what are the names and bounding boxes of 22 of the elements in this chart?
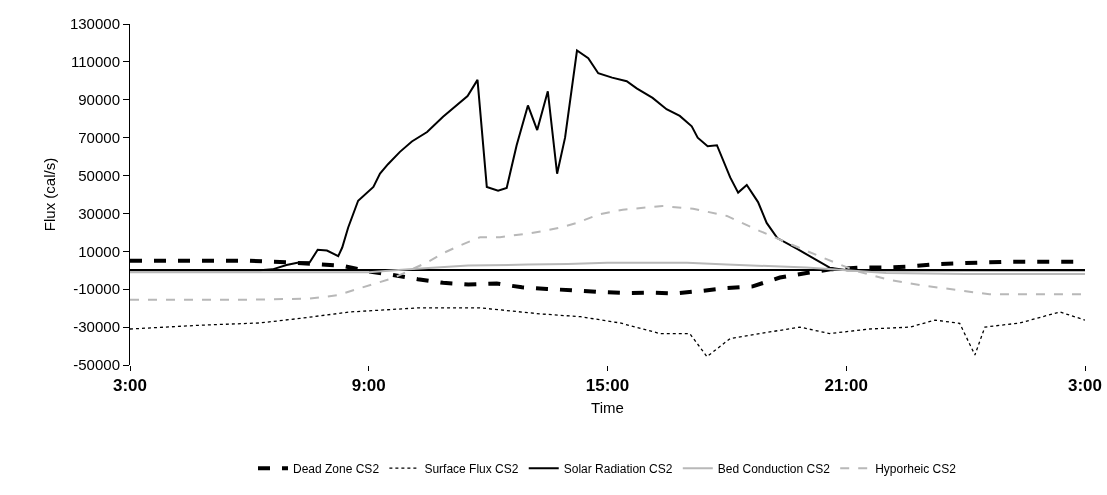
y-tick-label: 50000 <box>78 166 120 184</box>
x-tick-label: 21:00 <box>824 376 868 396</box>
x-axis-title: Time <box>591 399 624 417</box>
legend-label: Surface Flux CS2 <box>424 461 519 476</box>
y-tick-label: 110000 <box>71 53 120 71</box>
legend-label: Dead Zone CS2 <box>293 461 380 476</box>
legend-label: Solar Radiation CS2 <box>563 461 673 476</box>
y-axis-title: Flux (cal/s) <box>41 157 59 232</box>
y-tick-label: 90000 <box>78 91 120 109</box>
y-tick-label: 70000 <box>78 128 120 146</box>
y-tick-label: 10000 <box>78 242 120 260</box>
y-tick-label: 30000 <box>78 204 120 222</box>
y-tick-label: -30000 <box>73 318 120 336</box>
x-tick-label: 3:00 <box>1067 376 1103 396</box>
x-tick-label: 3:00 <box>112 376 148 396</box>
y-tick-label: 130000 <box>69 15 120 33</box>
y-tick-label: -50000 <box>73 356 120 374</box>
x-tick-label: 9:00 <box>351 376 386 396</box>
legend-label: Hyporheic CS2 <box>875 461 957 476</box>
legend-label: Bed Conduction CS2 <box>717 461 831 476</box>
x-tick-label: 15:00 <box>585 376 630 396</box>
y-tick-label: -10000 <box>73 280 120 298</box>
